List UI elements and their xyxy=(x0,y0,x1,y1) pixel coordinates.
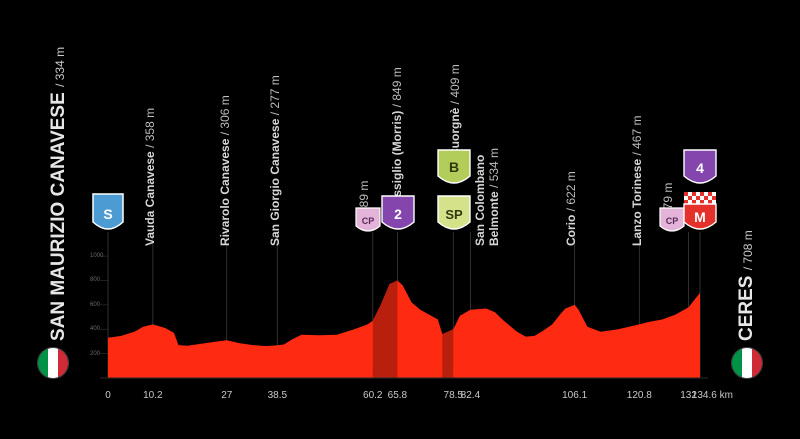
finish-italy-flag-icon xyxy=(732,348,762,378)
km-tick-label: 27 xyxy=(221,390,233,401)
start-badge-label: S xyxy=(103,206,112,222)
svg-text:CP: CP xyxy=(666,216,679,226)
sprint-badge: SP xyxy=(437,195,471,230)
checkpoint-badge-2: CP xyxy=(659,207,685,232)
climb-shade-0 xyxy=(372,280,398,378)
km-tick-label: 82.4 xyxy=(460,390,481,401)
climb-badge-cat-2: 2 xyxy=(381,195,415,230)
svg-text:B: B xyxy=(449,159,459,175)
start-badge: S xyxy=(92,193,124,230)
km-tick-label: 65.8 xyxy=(387,390,408,401)
elevation-tick-label: 800 xyxy=(90,277,101,284)
climb-badge-cat-4: 4 xyxy=(683,149,717,184)
svg-text:SP: SP xyxy=(445,207,463,222)
checkpoint-badge-1: CP xyxy=(355,207,381,232)
km-tick-label: 10.2 xyxy=(143,390,163,401)
start-italy-flag-icon xyxy=(38,348,68,378)
km-tick-label: 78.5 xyxy=(443,390,463,401)
svg-text:4: 4 xyxy=(696,160,704,176)
svg-text:CP: CP xyxy=(362,216,375,226)
y-gridlines xyxy=(100,255,108,354)
svg-text:M: M xyxy=(694,209,706,225)
finish-badge: M xyxy=(683,192,717,230)
climb-shading xyxy=(372,280,454,378)
km-tick-label: 38.5 xyxy=(267,390,288,401)
bonus-badge: B xyxy=(437,149,471,184)
svg-text:2: 2 xyxy=(394,206,402,222)
elevation-tick-label: 200 xyxy=(90,350,101,357)
km-tick-label: 60.2 xyxy=(363,390,383,401)
km-tick-label: 0 xyxy=(105,390,111,401)
elevation-tick-label: 600 xyxy=(90,301,101,308)
elevation-tick-label: 1000 xyxy=(90,253,104,260)
km-tick-label: 120.8 xyxy=(626,390,652,401)
climb-shade-1 xyxy=(442,329,454,378)
elevation-area xyxy=(108,280,700,378)
km-tick-label: 106.1 xyxy=(562,390,588,401)
km-tick-label: 134.6 km xyxy=(691,390,733,401)
elevation-tick-label: 400 xyxy=(90,326,101,333)
km-tick-label: 132 xyxy=(680,390,697,401)
